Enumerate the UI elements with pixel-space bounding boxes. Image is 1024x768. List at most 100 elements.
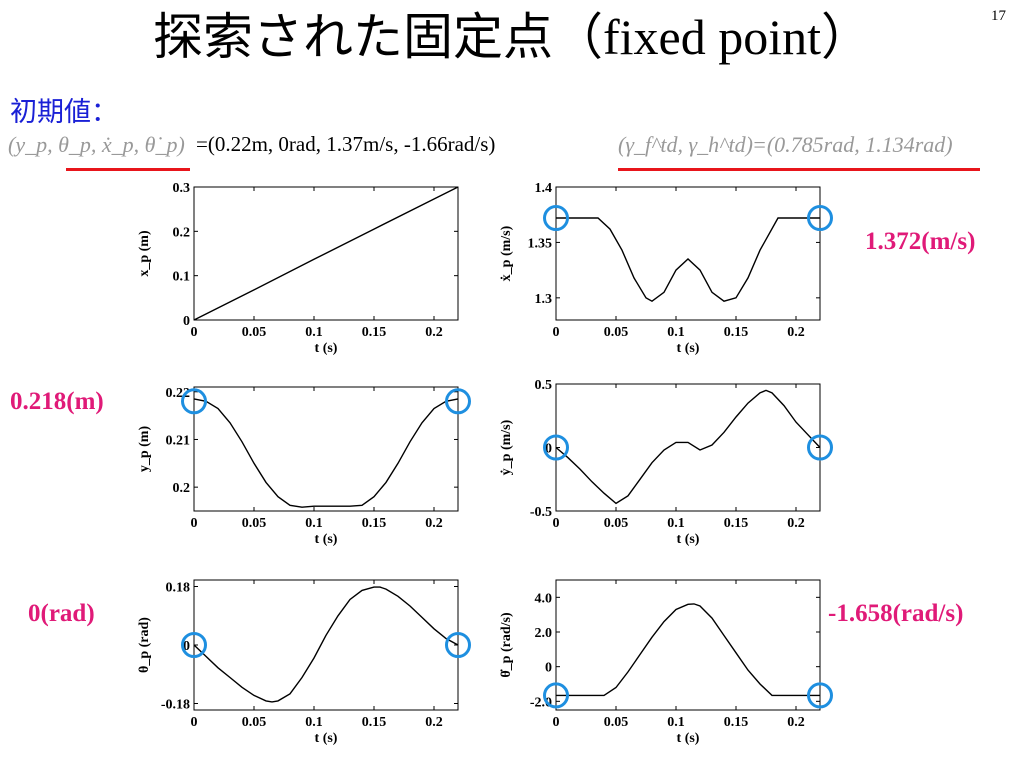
y-tick-label: 0.21 — [166, 433, 191, 448]
x-tick-label: 0.05 — [242, 516, 267, 531]
y-tick-label: -0.5 — [530, 505, 552, 520]
x-tick-label: 0.1 — [305, 325, 323, 340]
y-tick-label: 1.4 — [535, 181, 553, 196]
x-tick-label: 0.05 — [604, 715, 629, 730]
x-tick-label: 0.1 — [667, 516, 685, 531]
page-number: 17 — [991, 8, 1006, 24]
highlight-circle-start — [543, 434, 569, 461]
x-tick-label: 0.05 — [604, 325, 629, 340]
y-tick-label: 4.0 — [535, 591, 553, 606]
x-tick-label: 0.1 — [667, 715, 685, 730]
y-tick-label: 0.18 — [166, 581, 191, 596]
y-tick-label: 0.2 — [173, 225, 191, 240]
x-tick-label: 0.15 — [362, 516, 387, 531]
y-axis-label: x_p (m) — [137, 230, 152, 277]
highlight-circle-start — [543, 205, 569, 232]
state-variables-underline — [66, 168, 190, 171]
xdot-callout: 1.372(m/s) — [865, 228, 976, 255]
touchdown-underline — [618, 168, 980, 171]
plot-xdot: 0 0.05 0.1 0.15 0.2 1.3 1.35 1.4 t (s) ẋ_p (m/s) — [499, 181, 833, 356]
x-tick-label: 0 — [553, 516, 560, 531]
y-tick-label: 0 — [183, 639, 190, 654]
thetadot-callout: -1.658(rad/s) — [828, 600, 964, 627]
y-tick-label: 0.1 — [173, 270, 191, 285]
highlight-circle-start — [543, 682, 569, 709]
title-latin: （fixed point） — [552, 9, 872, 65]
plot-frame — [193, 186, 459, 321]
state-values-formula: =(0.22m, 0rad, 1.37m/s, -1.66rad/s) — [196, 132, 496, 156]
x-axis-label: t (s) — [677, 532, 700, 547]
x-tick-label: 0.2 — [787, 325, 805, 340]
x-tick-label: 0 — [191, 715, 198, 730]
highlight-circle-start — [181, 388, 207, 415]
series-line-xdot — [556, 217, 820, 303]
y-axis-label: ẋ_p (m/s) — [499, 225, 514, 281]
highlight-circle-end — [445, 388, 471, 415]
series-line-ydot — [555, 389, 821, 505]
plot-frame — [193, 386, 459, 512]
x-tick-label: 0.1 — [305, 715, 323, 730]
plot-frame — [193, 579, 459, 711]
x-tick-label: 0 — [553, 325, 560, 340]
y-axis-label: θ_p (rad) — [137, 617, 152, 673]
x-axis-label: t (s) — [677, 341, 700, 356]
plot-frame — [555, 383, 821, 512]
touchdown-angles-formula: (γ_f^td, γ_h^td) — [618, 132, 753, 157]
x-axis-label: t (s) — [677, 731, 700, 746]
y-tick-label: 0 — [545, 442, 552, 457]
y-axis-label: ẏ_p (m/s) — [499, 419, 514, 475]
y-tick-label: 1.35 — [528, 236, 553, 251]
x-tick-label: 0.2 — [425, 325, 443, 340]
x-axis-label: t (s) — [315, 731, 338, 746]
plot-xp: 0 0.05 0.1 0.15 0.2 0 0.1 0.2 0.3 t (s) x_p (m) — [137, 181, 459, 356]
highlight-circle-start — [181, 632, 207, 658]
x-tick-label: 0.2 — [787, 715, 805, 730]
x-tick-label: 0.15 — [724, 325, 749, 340]
x-tick-label: 0.05 — [242, 715, 267, 730]
series-line-theta — [193, 586, 459, 703]
x-tick-label: 0.15 — [362, 715, 387, 730]
y-tick-label: 1.3 — [535, 292, 553, 307]
initial-values-label: 初期値： — [10, 97, 118, 128]
y-tick-label: 0 — [183, 314, 190, 329]
plot-frame — [555, 186, 821, 321]
x-tick-label: 0.2 — [425, 516, 443, 531]
x-axis-label: t (s) — [315, 532, 338, 547]
y-tick-label: 0.5 — [535, 378, 553, 393]
y-tick-label: 0.2 — [173, 481, 191, 496]
series-line-xp — [193, 186, 459, 321]
highlight-circle-end — [807, 434, 833, 461]
y-tick-label: 0.3 — [173, 181, 191, 196]
series-line-yp — [193, 398, 459, 508]
highlight-circle-end — [807, 682, 833, 709]
x-tick-label: 0 — [191, 516, 198, 531]
y-tick-label: -0.18 — [161, 698, 190, 713]
x-tick-label: 0.2 — [425, 715, 443, 730]
highlight-circle-end — [807, 205, 833, 232]
y-tick-label: 2.0 — [535, 626, 553, 641]
touchdown-angles-values: =(0.785rad, 1.134rad) — [752, 132, 953, 157]
x-tick-label: 0 — [553, 715, 560, 730]
title-japanese: 探索された固定点 — [152, 8, 553, 66]
x-tick-label: 0 — [191, 325, 198, 340]
x-tick-label: 0.05 — [604, 516, 629, 531]
plot-ydot: 0 0.05 0.1 0.15 0.2-0.500.5t (s)ẏ_p (m/s) — [499, 378, 833, 547]
theta-callout: 0(rad) — [28, 600, 95, 627]
x-tick-label: 0.15 — [724, 516, 749, 531]
y-callout: 0.218(m) — [10, 388, 104, 415]
plot-thetadot: 0 0.05 0.1 0.15 0.2-2.002.04.0t (s)θ̇_p (rad… — [499, 579, 833, 746]
series-line-thetadot — [556, 603, 820, 697]
x-tick-label: 0.05 — [242, 325, 267, 340]
x-axis-label: t (s) — [315, 341, 338, 356]
x-tick-label: 0.15 — [724, 715, 749, 730]
state-variables-formula: (y_p, θ_p, ẋ_p, θ̇_p) — [8, 132, 185, 157]
slide-title: 探索された固定点（fixed point） — [0, 4, 1024, 70]
plot-yp: 0 0.05 0.1 0.15 0.20.20.210.22t (s)y_p (m) — [137, 386, 471, 547]
y-tick-label: 0 — [545, 661, 552, 676]
plot-frame — [555, 579, 821, 711]
y-axis-label: y_p (m) — [137, 426, 152, 473]
y-axis-label: θ̇_p (rad/s) — [499, 612, 514, 678]
x-tick-label: 0.2 — [787, 516, 805, 531]
